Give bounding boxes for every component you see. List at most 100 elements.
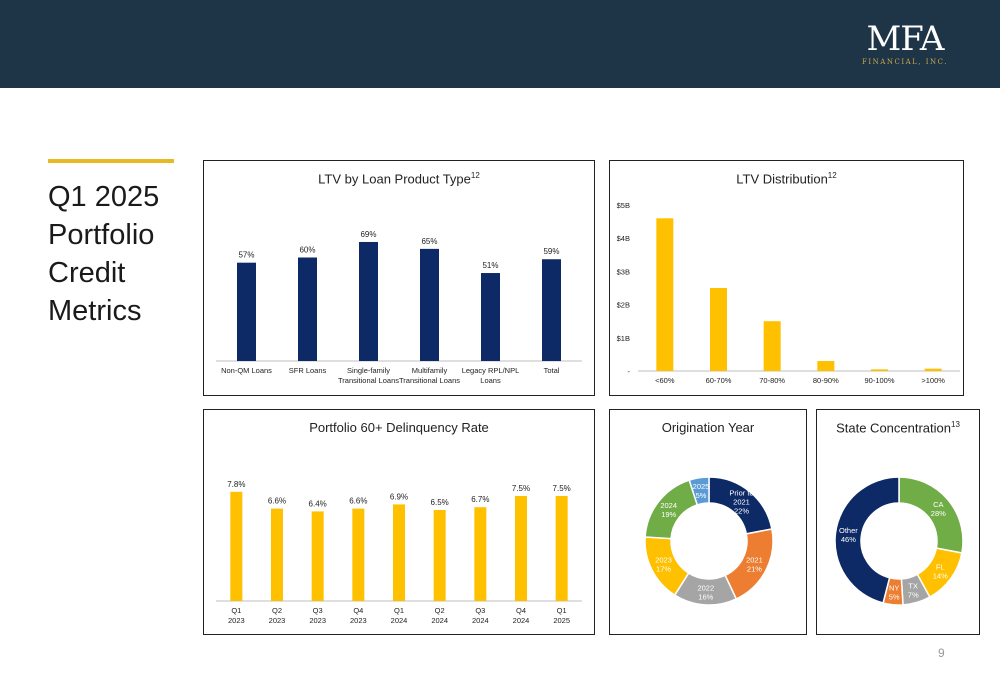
bar xyxy=(271,508,283,601)
y-tick-label: - xyxy=(628,367,631,376)
x-tick-label: Total xyxy=(544,366,560,375)
slice-label: 21% xyxy=(747,565,762,574)
x-tick-label: Non-QM Loans xyxy=(221,366,272,375)
x-tick-label: Q3 xyxy=(313,606,323,615)
slice-label: 46% xyxy=(841,535,856,544)
bar xyxy=(298,257,317,361)
bar xyxy=(311,511,324,601)
x-tick-label: Transitional Loans xyxy=(399,376,460,385)
bar xyxy=(763,321,781,371)
chart-title: Portfolio 60+ Delinquency Rate xyxy=(309,420,489,435)
slice-label: 2021 xyxy=(746,556,763,565)
slice-label: 2025 xyxy=(693,482,710,491)
data-label: 69% xyxy=(360,230,376,239)
chart-title: State Concentration13 xyxy=(836,420,960,436)
slice-label: 2024 xyxy=(660,501,677,510)
slice-label: 17% xyxy=(656,565,671,574)
x-tick-label: 2023 xyxy=(350,616,367,625)
slice-label: NY xyxy=(889,583,899,592)
mfa-logo: MFA FINANCIAL, INC. xyxy=(860,20,950,67)
x-tick-label: 2024 xyxy=(513,616,530,625)
data-label: 6.9% xyxy=(390,492,408,501)
x-tick-label: Q4 xyxy=(516,606,526,615)
x-tick-label: >100% xyxy=(921,376,945,385)
bar xyxy=(710,288,727,371)
donut-slice xyxy=(834,476,900,604)
origination-year-chart: Prior to202122%202121%202216%202317%2024… xyxy=(644,476,774,606)
x-tick-label: Loans xyxy=(480,376,501,385)
y-tick-label: $1B xyxy=(617,334,630,343)
slice-label: 14% xyxy=(933,571,948,580)
y-tick-label: $5B xyxy=(617,201,630,210)
y-tick-label: $3B xyxy=(617,267,630,276)
state-concentration-panel: State Concentration13 CA 28% FL 14% TX 7% NY 5%… xyxy=(816,409,980,635)
x-tick-label: Single-family xyxy=(347,366,390,375)
delinquency-chart: 7.8%Q120236.6%Q220236.4%Q320236.6%Q42023… xyxy=(216,480,582,625)
slice-label: 2021 xyxy=(733,498,750,507)
slice-label: 5% xyxy=(696,491,707,500)
bar xyxy=(542,259,561,361)
data-label: 57% xyxy=(238,251,254,260)
donut-slice xyxy=(688,476,710,506)
x-tick-label: Legacy RPL/NPL xyxy=(462,366,520,375)
x-tick-label: <60% xyxy=(655,376,675,385)
x-tick-label: 2023 xyxy=(309,616,326,625)
logo-wordmark: MFA xyxy=(866,19,944,59)
y-tick-label: $2B xyxy=(617,301,630,310)
slide-title-line: Q1 2025 xyxy=(48,181,160,213)
bar xyxy=(555,496,568,601)
x-tick-label: Q2 xyxy=(435,606,445,615)
slice-label: 28% xyxy=(931,509,946,518)
ltv-by-product-chart: 57% Non-QM Loans 60% SFR Loans 69% Single-fam… xyxy=(216,230,582,385)
x-tick-label: SFR Loans xyxy=(289,366,327,375)
bar xyxy=(352,508,365,601)
title-accent-bar xyxy=(48,159,174,163)
data-label: 51% xyxy=(482,261,498,270)
slice-label: 16% xyxy=(698,592,713,601)
x-tick-label: Q2 xyxy=(272,606,282,615)
x-tick-label: 2024 xyxy=(431,616,448,625)
data-label: 60% xyxy=(299,246,315,255)
slice-label: 5% xyxy=(889,592,900,601)
data-label: 65% xyxy=(421,237,437,246)
x-tick-label: 2023 xyxy=(269,616,286,625)
bar xyxy=(871,369,888,371)
bar xyxy=(237,262,256,361)
x-tick-label: Transitional Loans xyxy=(338,376,399,385)
bar xyxy=(393,504,405,601)
x-tick-label: 60-70% xyxy=(706,376,732,385)
x-tick-label: Q1 xyxy=(557,606,567,615)
bar xyxy=(817,361,835,371)
x-tick-label: 2025 xyxy=(553,616,570,625)
bar xyxy=(359,241,378,361)
bar xyxy=(924,368,942,371)
slide-title: Q1 2025 Portfolio Credit Metrics xyxy=(48,178,188,330)
slice-label: FL xyxy=(936,562,945,571)
x-tick-label: Q4 xyxy=(353,606,363,615)
bar xyxy=(230,491,243,601)
logo-tagline: FINANCIAL, INC. xyxy=(862,58,948,66)
data-label: 6.7% xyxy=(471,495,489,504)
slice-label: TX xyxy=(908,581,918,590)
slice-label: Prior to xyxy=(729,489,753,498)
bar xyxy=(656,218,674,371)
chart-title: LTV Distribution12 xyxy=(736,171,837,187)
delinquency-panel: Portfolio 60+ Delinquency Rate 7.8% Q1 202… xyxy=(203,409,595,635)
x-tick-label: 70-80% xyxy=(759,376,785,385)
slice-label: CA xyxy=(933,500,943,509)
page-number: 9 xyxy=(938,646,945,660)
slice-label: 2023 xyxy=(655,556,672,565)
slice-label: 19% xyxy=(661,510,676,519)
x-tick-label: Multifamily xyxy=(412,366,448,375)
slice-label: 22% xyxy=(734,507,749,516)
slide-title-line: Portfolio xyxy=(48,219,155,251)
x-tick-label: 2024 xyxy=(472,616,489,625)
origination-year-panel: Origination Year Prior to 2021 22% 2021 21% 2… xyxy=(609,409,807,635)
bar xyxy=(420,248,439,361)
bar xyxy=(433,510,446,601)
x-tick-label: 2023 xyxy=(228,616,245,625)
ltv-distribution-chart: <60% 60-70% 70-80% 80-90% 90-100% >100% - $1B $2… xyxy=(617,201,960,385)
x-tick-label: 2024 xyxy=(391,616,408,625)
data-label: 6.4% xyxy=(309,499,327,508)
data-label: 7.8% xyxy=(227,480,245,489)
